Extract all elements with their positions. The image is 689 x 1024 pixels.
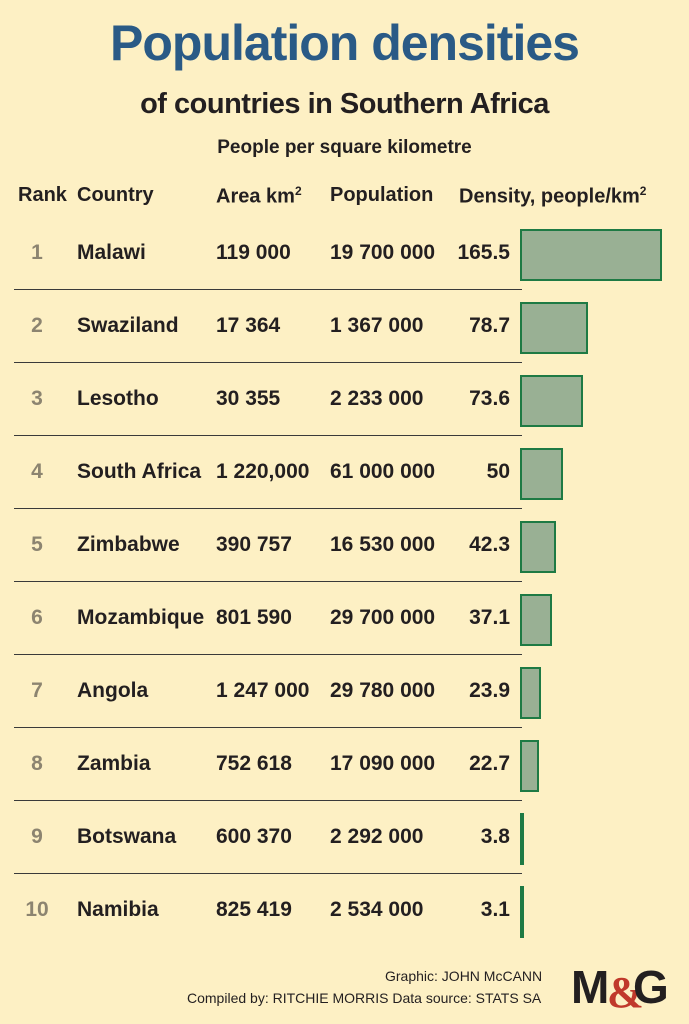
country-cell: South Africa bbox=[77, 460, 202, 483]
table-row: 6 Mozambique 801 590 29 700 000 37.1 bbox=[0, 581, 689, 654]
country-cell: Lesotho bbox=[77, 387, 159, 410]
area-cell: 17 364 bbox=[216, 314, 281, 337]
density-bar bbox=[520, 448, 563, 500]
density-cell: 37.1 bbox=[469, 606, 510, 629]
compiled-credit: Compiled by: RITCHIE MORRIS Data source:… bbox=[187, 990, 542, 1006]
table-row: 4 South Africa 1 220,000 61 000 000 50 bbox=[0, 435, 689, 508]
row-divider bbox=[14, 435, 522, 436]
table-row: 2 Swaziland 17 364 1 367 000 78.7 bbox=[0, 289, 689, 362]
density-bar bbox=[520, 813, 524, 865]
table-row: 3 Lesotho 30 355 2 233 000 73.6 bbox=[0, 362, 689, 435]
density-cell: 50 bbox=[486, 460, 510, 483]
area-cell: 600 370 bbox=[216, 825, 292, 848]
population-cell: 29 700 000 bbox=[330, 606, 436, 629]
table-row: 10 Namibia 825 419 2 534 000 3.1 bbox=[0, 873, 689, 946]
header-density: Density, people/km2 bbox=[459, 184, 647, 208]
area-cell: 1 220,000 bbox=[216, 460, 310, 483]
population-cell: 1 367 000 bbox=[330, 314, 424, 337]
country-cell: Angola bbox=[77, 679, 149, 702]
density-bar bbox=[520, 886, 524, 938]
unit-note: People per square kilometre bbox=[217, 137, 472, 158]
density-bar bbox=[520, 740, 540, 792]
row-divider bbox=[14, 362, 522, 363]
population-cell: 17 090 000 bbox=[330, 752, 436, 775]
country-cell: Malawi bbox=[77, 241, 146, 264]
area-cell: 119 000 bbox=[216, 241, 291, 264]
density-bar bbox=[520, 302, 588, 354]
header-country: Country bbox=[77, 184, 154, 206]
graphic-credit: Graphic: JOHN McCANN bbox=[385, 968, 543, 984]
area-cell: 752 618 bbox=[216, 752, 292, 775]
area-cell: 801 590 bbox=[216, 606, 292, 629]
chart-title: Population densities bbox=[110, 15, 580, 71]
svg-text:&: & bbox=[607, 968, 644, 1009]
density-cell: 73.6 bbox=[469, 387, 510, 410]
chart-subtitle: of countries in Southern Africa bbox=[140, 88, 549, 120]
header-area: Area km2 bbox=[216, 184, 302, 208]
svg-text:G: G bbox=[633, 961, 669, 1009]
rank-cell: 5 bbox=[31, 533, 43, 556]
mg-logo-icon: M & G bbox=[571, 961, 669, 1009]
density-bar bbox=[520, 521, 557, 573]
rank-cell: 7 bbox=[31, 679, 43, 702]
density-bar bbox=[520, 667, 541, 719]
population-cell: 2 233 000 bbox=[330, 387, 424, 410]
country-cell: Swaziland bbox=[77, 314, 179, 337]
table-row: 7 Angola 1 247 000 29 780 000 23.9 bbox=[0, 654, 689, 727]
density-cell: 3.8 bbox=[480, 825, 510, 848]
table-row: 8 Zambia 752 618 17 090 000 22.7 bbox=[0, 727, 689, 800]
rank-cell: 3 bbox=[31, 387, 43, 410]
rank-cell: 8 bbox=[31, 752, 43, 775]
svg-text:M: M bbox=[571, 961, 607, 1009]
country-cell: Zambia bbox=[77, 752, 151, 775]
population-cell: 2 534 000 bbox=[330, 898, 424, 921]
density-cell: 23.9 bbox=[469, 679, 510, 702]
population-cell: 16 530 000 bbox=[330, 533, 436, 556]
table-row: 9 Botswana 600 370 2 292 000 3.8 bbox=[0, 800, 689, 873]
density-bar bbox=[520, 375, 584, 427]
area-cell: 30 355 bbox=[216, 387, 281, 410]
population-cell: 2 292 000 bbox=[330, 825, 424, 848]
rank-cell: 1 bbox=[31, 241, 43, 264]
country-cell: Botswana bbox=[77, 825, 177, 848]
density-cell: 3.1 bbox=[480, 898, 510, 921]
density-cell: 165.5 bbox=[457, 241, 510, 264]
row-divider bbox=[14, 727, 522, 728]
rank-cell: 9 bbox=[31, 825, 43, 848]
density-cell: 42.3 bbox=[469, 533, 510, 556]
row-divider bbox=[14, 873, 522, 874]
country-cell: Zimbabwe bbox=[77, 533, 180, 556]
density-bar bbox=[520, 229, 662, 281]
country-cell: Namibia bbox=[77, 898, 159, 921]
row-divider bbox=[14, 508, 522, 509]
density-bar bbox=[520, 594, 552, 646]
row-divider bbox=[14, 654, 522, 655]
country-cell: Mozambique bbox=[77, 606, 205, 629]
row-divider bbox=[14, 289, 522, 290]
header-population: Population bbox=[330, 184, 434, 206]
density-cell: 22.7 bbox=[469, 752, 510, 775]
rank-cell: 2 bbox=[31, 314, 43, 337]
population-cell: 29 780 000 bbox=[330, 679, 436, 702]
rank-cell: 10 bbox=[25, 898, 49, 921]
area-cell: 390 757 bbox=[216, 533, 292, 556]
population-cell: 61 000 000 bbox=[330, 460, 436, 483]
table-row: 1 Malawi 119 000 19 700 000 165.5 bbox=[0, 216, 689, 289]
rank-cell: 4 bbox=[31, 460, 43, 483]
density-cell: 78.7 bbox=[469, 314, 510, 337]
table-row: 5 Zimbabwe 390 757 16 530 000 42.3 bbox=[0, 508, 689, 581]
area-cell: 825 419 bbox=[216, 898, 292, 921]
header-rank: Rank bbox=[18, 184, 67, 206]
population-cell: 19 700 000 bbox=[330, 241, 436, 264]
area-cell: 1 247 000 bbox=[216, 679, 310, 702]
rank-cell: 6 bbox=[31, 606, 43, 629]
row-divider bbox=[14, 800, 522, 801]
row-divider bbox=[14, 581, 522, 582]
